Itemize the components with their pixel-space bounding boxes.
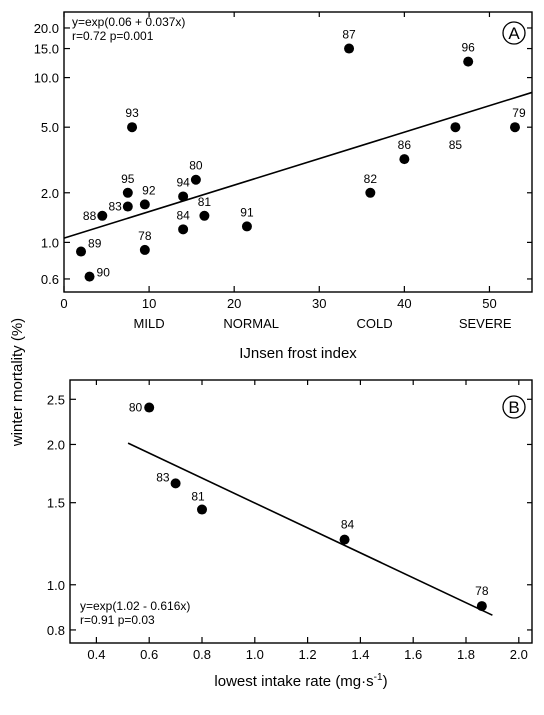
category-label: NORMAL: [223, 316, 279, 331]
point-label: 92: [142, 183, 156, 197]
panel-b-chart: 0.4 0.6 0.8 1.0 1.2 1.4 1.6 1.8 2.0 0.8 1.0 1.5 2.0 2…: [47, 379, 533, 690]
y-tick-label: 2.5: [47, 392, 65, 407]
data-point: [76, 246, 87, 257]
y-tick-label: 1.0: [41, 235, 59, 250]
x-tick-label: 1.4: [351, 647, 369, 662]
point-label: 79: [512, 106, 526, 120]
data-point: [399, 154, 410, 165]
point-label: 82: [364, 172, 378, 186]
point-label: 83: [108, 200, 122, 214]
category-label: SEVERE: [459, 316, 512, 331]
point-label: 81: [198, 195, 212, 209]
y-tick-label: 5.0: [41, 120, 59, 135]
x-tick-label: 0: [60, 296, 67, 311]
x-tick-label: 1.8: [457, 647, 475, 662]
plot-frame: [69, 379, 533, 644]
point-label: 80: [189, 159, 203, 173]
data-point: [197, 504, 207, 515]
data-point: [339, 534, 350, 545]
point-label: 80: [129, 401, 143, 415]
panel-letter-circle: [502, 395, 526, 419]
plot-frame: [63, 11, 533, 293]
data-point: [139, 244, 150, 255]
point-label: 88: [83, 209, 97, 223]
y-tick-label: 15.0: [34, 42, 59, 57]
data-point: [144, 402, 155, 413]
point-label: 91: [240, 205, 254, 219]
data-point: [241, 221, 252, 232]
y-tick-label: 2.0: [41, 186, 59, 201]
point-label: 81: [191, 490, 205, 504]
data-point: [476, 601, 487, 612]
x-tick-label: 2.0: [510, 647, 528, 662]
data-point: [190, 174, 201, 185]
data-point: [450, 122, 461, 133]
fit-equation: y=exp(0.06 + 0.037x): [72, 15, 185, 29]
point-label: 78: [138, 229, 152, 243]
point-label: 84: [341, 518, 355, 532]
x-tick-label: 50: [482, 296, 496, 311]
data-point: [178, 224, 189, 235]
x-tick-label: 1.2: [299, 647, 317, 662]
data-point: [170, 478, 181, 489]
x-tick-label: 0.8: [193, 647, 211, 662]
fit-statistics: r=0.72 p=0.001: [72, 29, 154, 43]
regression-line: [63, 91, 533, 239]
x-tick-label: 1.6: [404, 647, 422, 662]
data-point: [122, 187, 133, 198]
data-point: [84, 271, 95, 282]
point-label: 93: [125, 106, 139, 120]
panel-letter: B: [508, 398, 519, 417]
data-point: [97, 210, 108, 221]
data-point: [122, 201, 133, 212]
data-point: [199, 210, 210, 221]
y-tick-label: 0.8: [47, 623, 65, 638]
y-tick-label: 20.0: [34, 21, 59, 36]
category-label: MILD: [134, 316, 165, 331]
x-tick-label: 40: [397, 296, 411, 311]
y-tick-label: 1.0: [47, 578, 65, 593]
y-tick-label: 0.6: [41, 272, 59, 287]
panel-letter-circle: [502, 21, 526, 45]
regression-line: [127, 442, 493, 616]
point-label: 89: [88, 237, 102, 251]
fit-statistics: r=0.91 p=0.03: [80, 613, 155, 627]
x-tick-label: 10: [142, 296, 156, 311]
y-tick-label: 10.0: [34, 71, 59, 86]
panel-letter: A: [508, 24, 520, 43]
point-label: 78: [475, 584, 489, 598]
data-point: [127, 122, 138, 133]
y-tick-label: 1.5: [47, 496, 65, 511]
x-tick-label: 30: [312, 296, 326, 311]
point-label: 83: [156, 470, 170, 484]
point-label: 90: [97, 266, 111, 280]
data-point: [365, 187, 376, 198]
x-tick-label: 0.6: [140, 647, 158, 662]
data-point: [509, 122, 520, 133]
point-label: 86: [398, 138, 412, 152]
category-label: COLD: [357, 316, 393, 331]
point-label: 95: [121, 172, 135, 186]
point-label: 94: [176, 175, 190, 189]
data-point: [178, 191, 189, 202]
point-label: 96: [462, 41, 476, 55]
data-point: [463, 56, 474, 67]
x-tick-label: 20: [227, 296, 241, 311]
fit-equation: y=exp(1.02 - 0.616x): [80, 599, 190, 613]
y-tick-label: 2.0: [47, 437, 65, 452]
panel-a-chart: 0 10 20 30 40 50 0.6 1.0 2.0 5.0 10.0 15.0 20.0 87 96 9…: [34, 11, 533, 362]
x-axis-label: lowest intake rate (mg·s-1): [214, 672, 387, 690]
point-label: 87: [342, 28, 356, 42]
x-tick-label: 1.0: [246, 647, 264, 662]
x-tick-label: 0.4: [87, 647, 105, 662]
y-axis-label: winter mortality (%): [9, 318, 26, 447]
data-point: [344, 43, 355, 54]
point-label: 84: [176, 208, 190, 222]
x-axis-label: IJnsen frost index: [239, 345, 357, 362]
data-point: [139, 199, 150, 210]
point-label: 85: [449, 138, 463, 152]
